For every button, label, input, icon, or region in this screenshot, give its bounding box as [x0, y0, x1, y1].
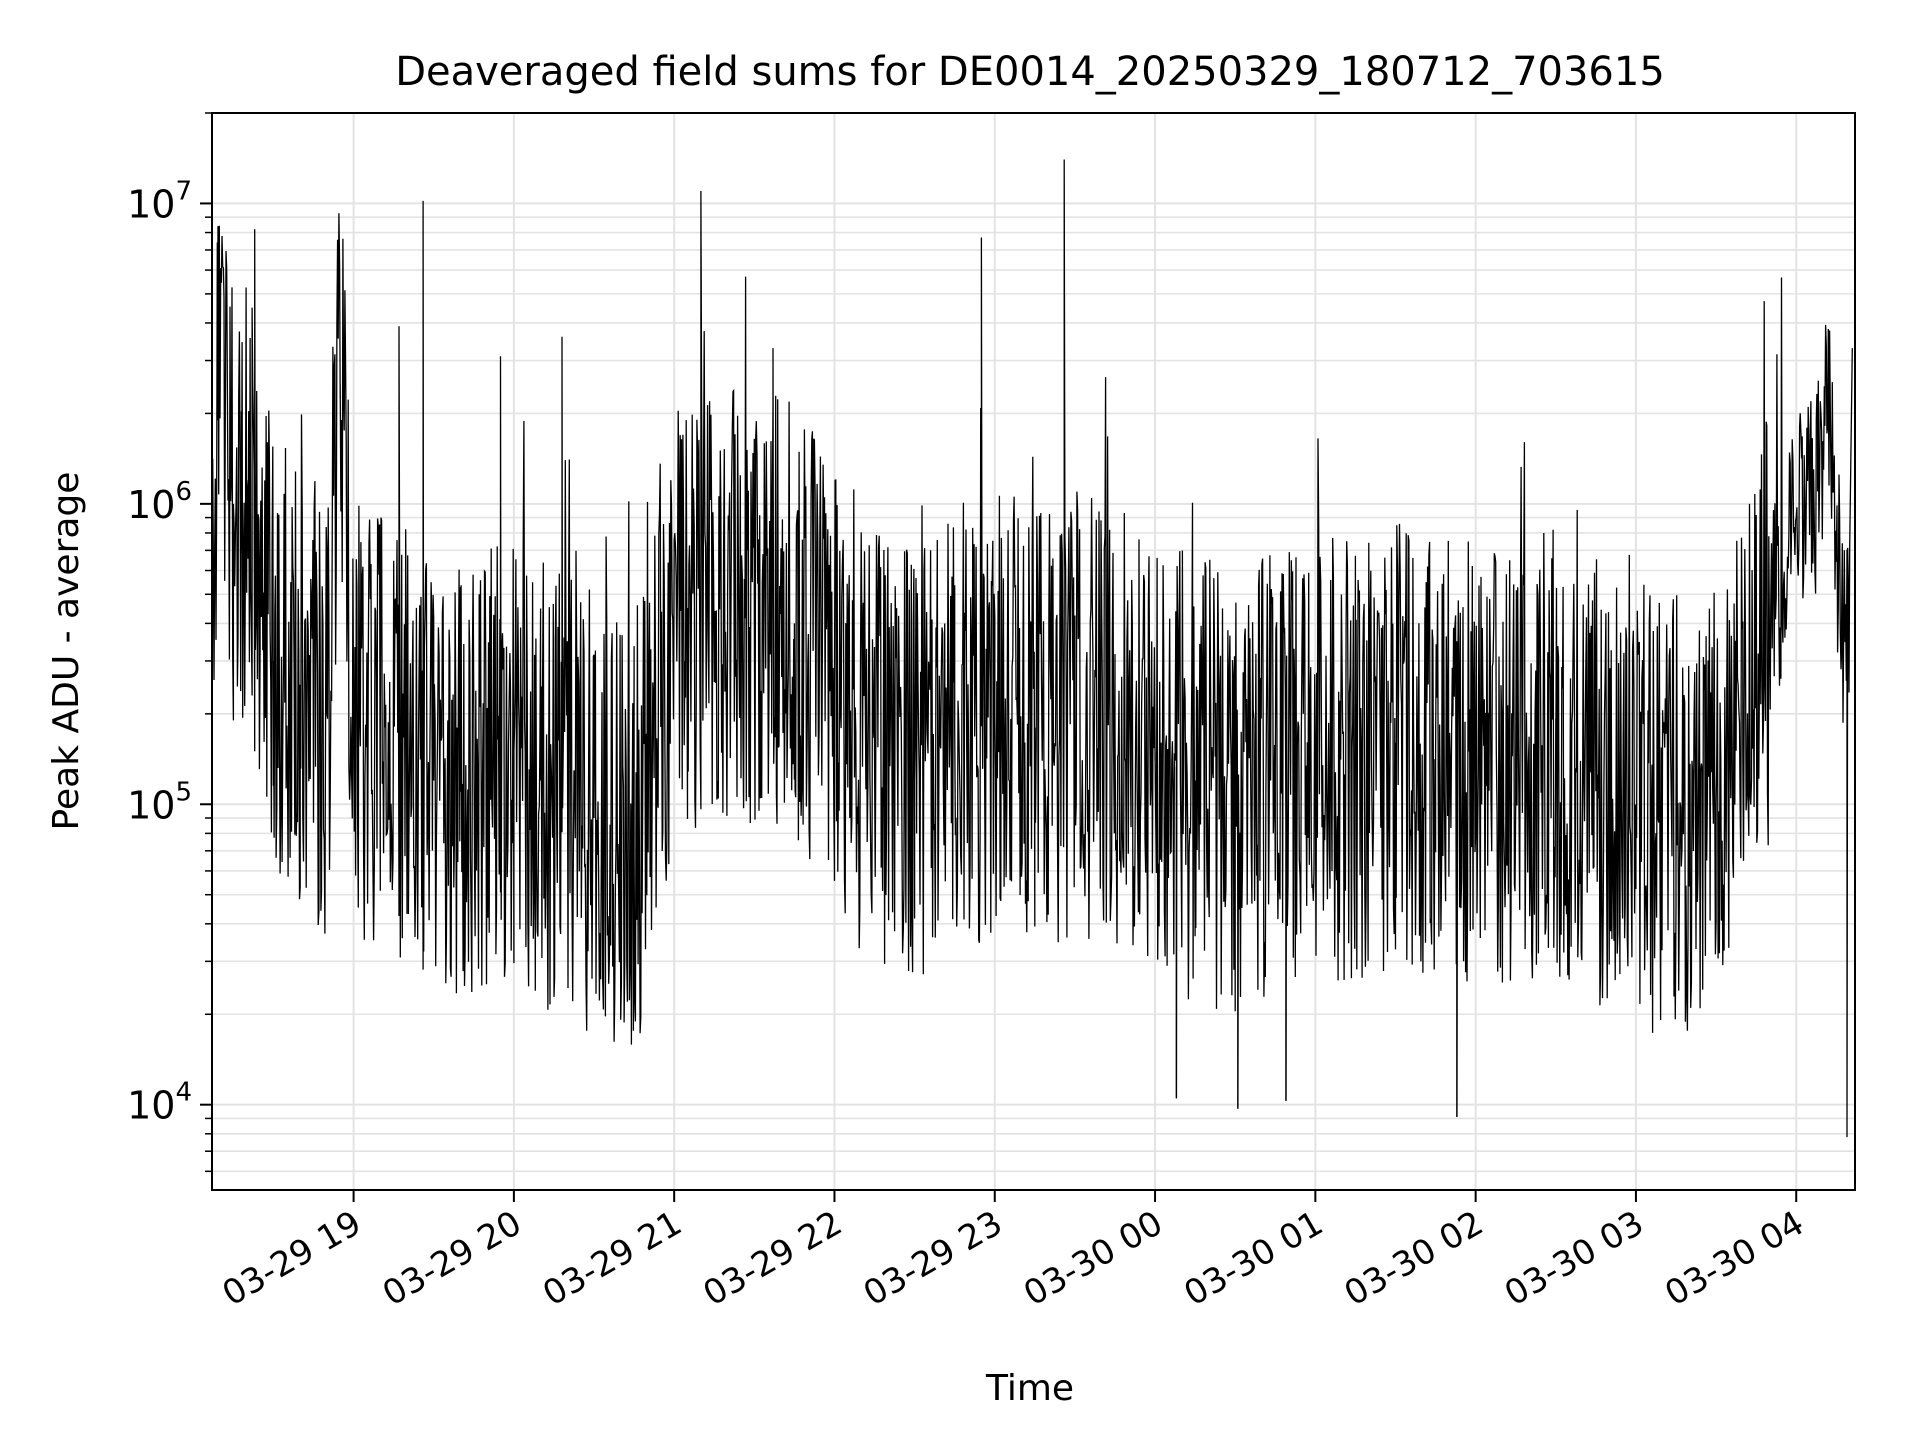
- x-tick-label: 03-29 19: [216, 1203, 368, 1314]
- y-tick-label: 104: [127, 1078, 192, 1128]
- x-tick-label: 03-29 22: [697, 1203, 849, 1314]
- y-tick-label: 106: [127, 477, 192, 527]
- chart-title: Deaveraged field sums for DE0014_2025032…: [395, 49, 1665, 95]
- y-axis-label: Peak ADU - average: [46, 472, 87, 831]
- x-tick-label: 03-30 04: [1658, 1203, 1810, 1314]
- series-line: [211, 159, 1853, 1138]
- x-tick-label: 03-30 03: [1498, 1203, 1650, 1314]
- x-tick-label: 03-30 01: [1177, 1203, 1329, 1314]
- y-axis: 104 105 106 107: [127, 112, 212, 1173]
- series-layer: [211, 159, 1853, 1138]
- x-tick-label: 03-30 02: [1338, 1203, 1490, 1314]
- x-tick-label: 03-29 20: [376, 1203, 528, 1314]
- plot-frame: [211, 112, 1856, 1191]
- x-tick-label: 03-29 23: [857, 1203, 1009, 1314]
- x-axis-label: Time: [985, 1368, 1074, 1409]
- y-tick-label: 107: [127, 176, 192, 226]
- x-tick-label: 03-30 00: [1017, 1203, 1169, 1314]
- x-axis: 03-29 19 03-29 20 03-29 21 03-29 22 03-29 23…: [216, 1190, 1811, 1314]
- x-tick-label: 03-29 21: [536, 1203, 688, 1314]
- y-tick-label: 105: [127, 777, 192, 827]
